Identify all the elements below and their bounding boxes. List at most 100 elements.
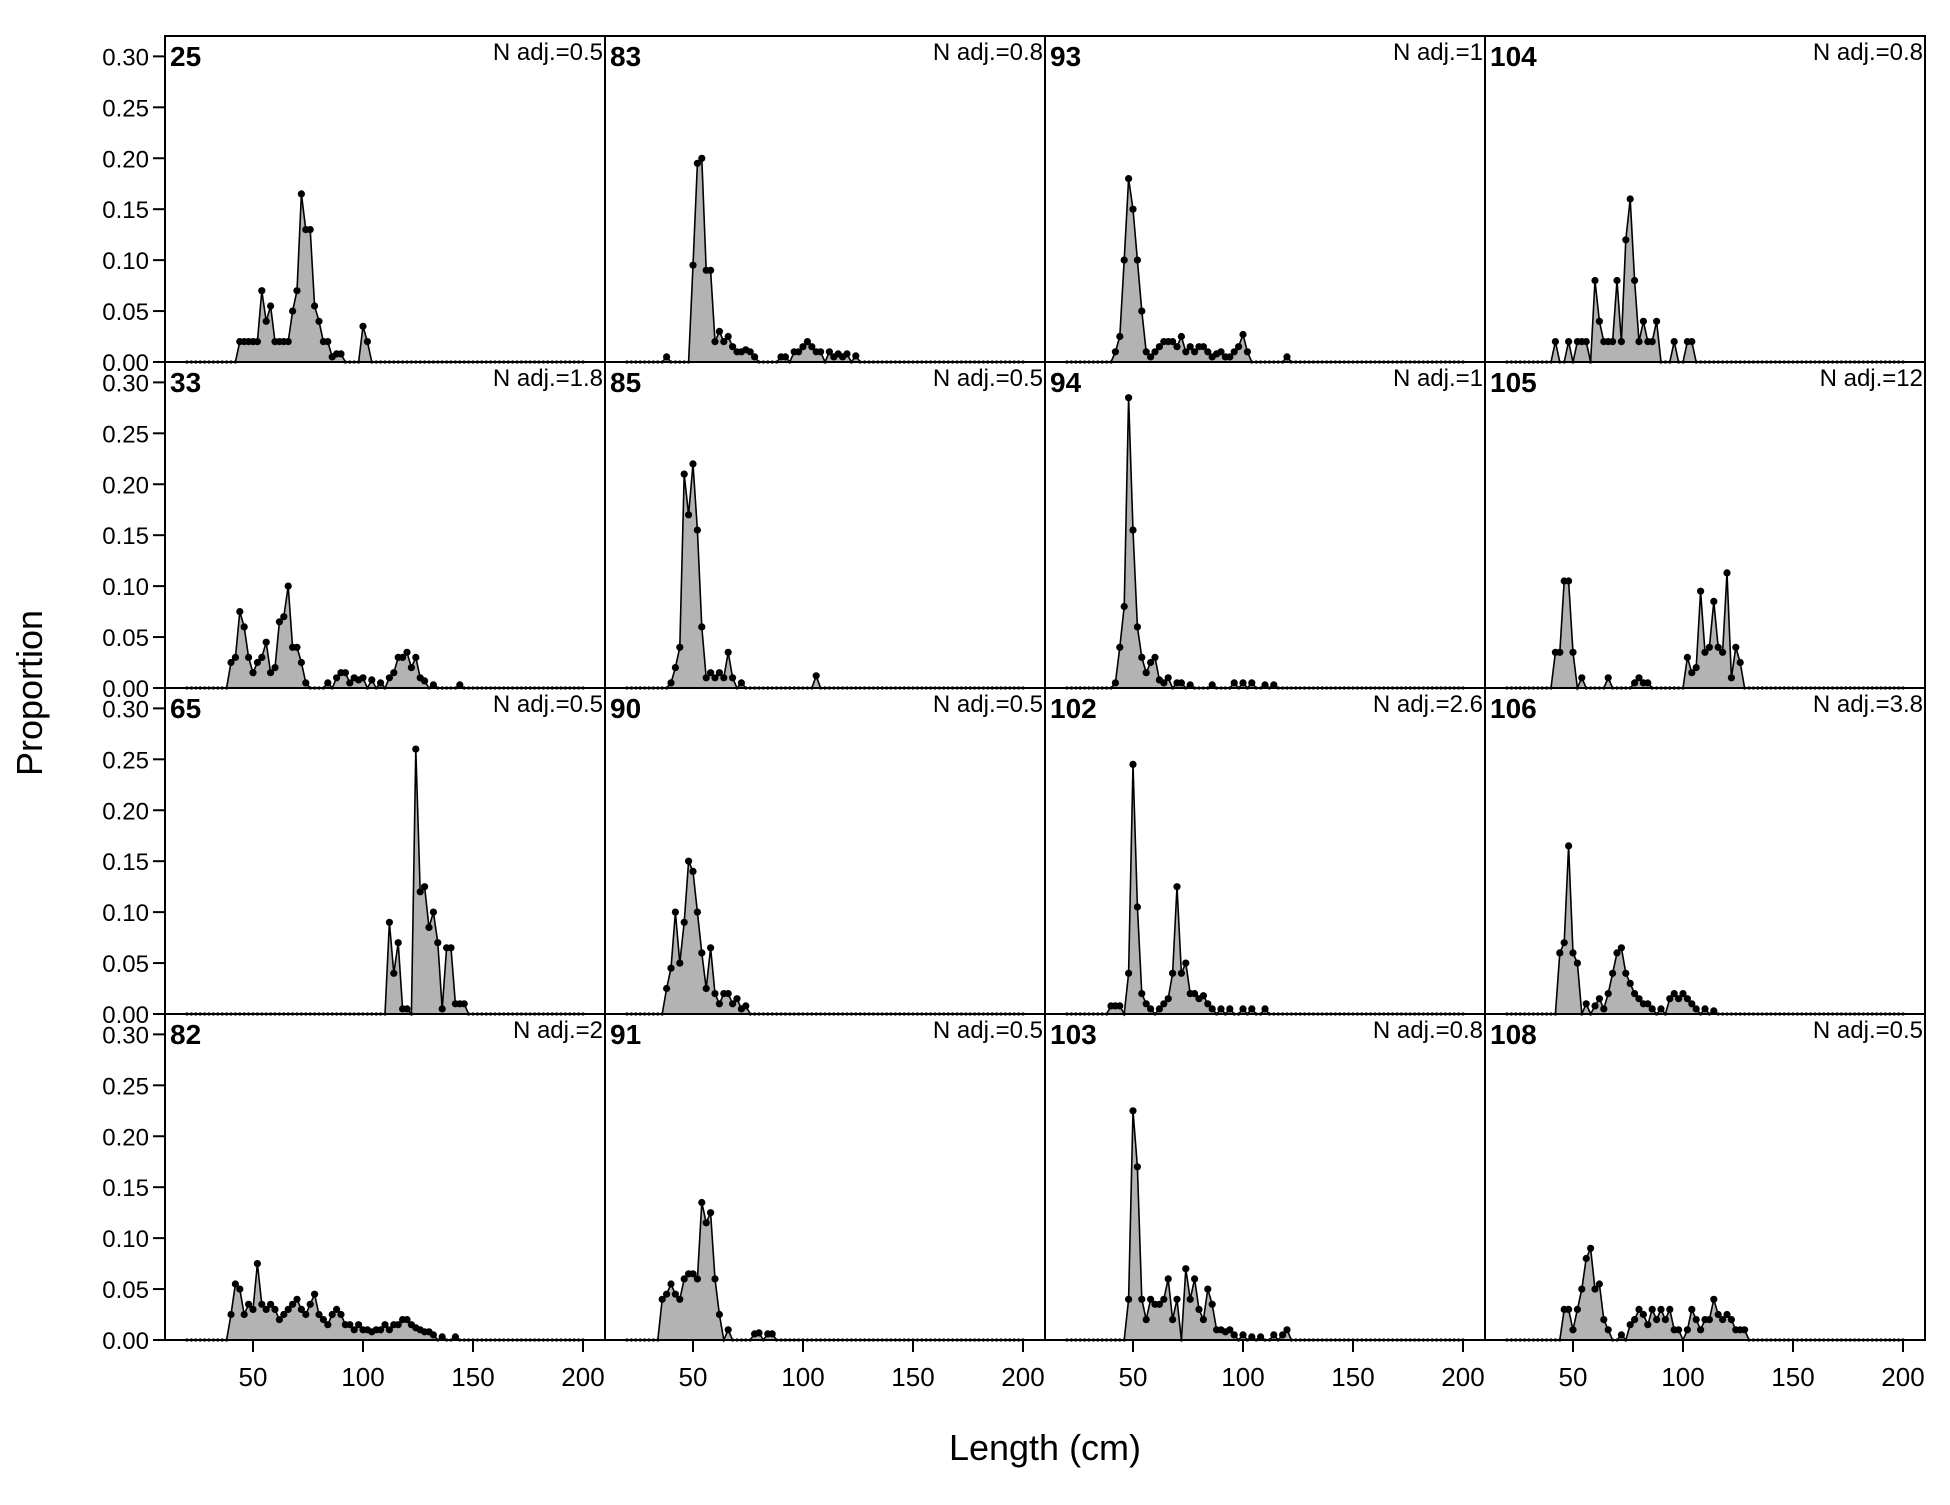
panel-n-adj-label: N adj.=3.8 — [1813, 691, 1923, 718]
panel-94-point — [1164, 674, 1172, 682]
panel-83-area — [627, 158, 1023, 362]
x-tick-label: 100 — [781, 1362, 824, 1392]
panel-106-point — [1573, 959, 1581, 967]
panel-108-area — [1507, 1248, 1903, 1340]
panel-103-point — [1204, 1285, 1212, 1293]
panel-105-point — [1692, 664, 1700, 672]
panel-94-point — [1120, 602, 1128, 611]
panel-104-point — [1565, 338, 1573, 346]
panel-93-point — [1283, 353, 1291, 361]
panel-90-point — [667, 964, 675, 972]
panel-94-point — [1186, 681, 1194, 689]
panel-82-point — [245, 1300, 253, 1308]
panel-93-point — [1138, 307, 1146, 315]
panel-104-line — [1507, 198, 1903, 363]
x-tick-label: 100 — [341, 1362, 384, 1392]
panel-104-point — [1639, 317, 1647, 325]
panel-83-point — [751, 353, 759, 361]
panel-id-label: 82 — [170, 1019, 201, 1050]
panel-n-adj-label: N adj.=0.5 — [933, 691, 1043, 718]
panel-65-point — [403, 1005, 411, 1013]
panel-103-point — [1164, 1275, 1172, 1283]
panel-90-point — [698, 949, 706, 957]
panel-105-point — [1556, 648, 1564, 656]
panel-33-point — [227, 658, 235, 667]
panel-frame — [604, 361, 1046, 689]
panel-85-point — [676, 643, 684, 651]
panel-103-point — [1279, 1331, 1287, 1339]
panel-94-point — [1208, 681, 1216, 689]
panel-82-point — [306, 1300, 314, 1308]
y-tick-label: 0.15 — [102, 1175, 149, 1202]
panel-104-point — [1648, 338, 1656, 346]
panel-106-point — [1710, 1007, 1718, 1015]
panel-108-point — [1683, 1326, 1691, 1334]
x-tick-label: 50 — [1119, 1362, 1148, 1392]
panel-108-point — [1741, 1326, 1749, 1334]
panel-85-point — [671, 664, 680, 672]
panel-108-point — [1653, 1316, 1661, 1324]
panel-82-point — [319, 1316, 327, 1324]
panel-82-point — [438, 1333, 446, 1341]
panel-82-point — [302, 1310, 310, 1319]
panel-106-point — [1560, 939, 1568, 947]
panel-82-point — [240, 1310, 248, 1319]
panel-105-point — [1705, 643, 1713, 651]
panel-106-point — [1569, 949, 1577, 957]
panel-33-point — [385, 674, 393, 682]
panel-83-point — [720, 338, 728, 346]
panel-33-point — [302, 679, 310, 687]
panel-93-point — [1173, 343, 1181, 351]
panel-25-point — [324, 338, 332, 346]
panel-102-point — [1138, 990, 1146, 998]
panel-103-point — [1155, 1300, 1163, 1308]
panel-108-point — [1595, 1280, 1603, 1288]
y-tick-label: 0.00 — [102, 1002, 149, 1029]
panel-108-point — [1661, 1316, 1669, 1324]
panel-93-point — [1169, 338, 1177, 346]
panel-106-point — [1613, 949, 1621, 957]
panel-104-point — [1609, 338, 1617, 346]
panel-91-area — [627, 1202, 1023, 1340]
panel-65-point — [421, 883, 429, 891]
panel-82-point — [275, 1316, 283, 1324]
panel-25-point — [337, 350, 345, 358]
panel-33-point — [245, 653, 253, 662]
panel-106-point — [1701, 1005, 1709, 1013]
panel-25-point — [289, 307, 297, 315]
panel-91-point — [702, 1219, 710, 1227]
panel-90-area — [627, 861, 1023, 1014]
panel-85-point — [667, 679, 675, 687]
panel-91-point — [715, 1310, 724, 1319]
y-tick-label: 0.00 — [102, 676, 149, 703]
panel-102-point — [1169, 969, 1177, 977]
panel-93-point — [1204, 348, 1212, 356]
panel-83-point — [698, 154, 706, 162]
panel-108-point — [1573, 1305, 1581, 1313]
y-tick-label: 0.25 — [102, 95, 149, 122]
panel-93-point — [1116, 332, 1124, 341]
panel-33-point — [346, 679, 354, 687]
panel-102-point — [1182, 959, 1190, 967]
panel-33-point — [284, 582, 292, 590]
panel-id-label: 25 — [170, 41, 201, 72]
panel-frame — [604, 35, 1046, 363]
panel-33-point — [258, 653, 266, 662]
panel-93-point — [1239, 330, 1247, 339]
panel-94-point — [1230, 679, 1238, 687]
x-tick-label: 150 — [1331, 1362, 1374, 1392]
panel-93-point — [1147, 353, 1155, 361]
y-tick-label: 0.20 — [102, 1124, 149, 1151]
panel-33-point — [377, 679, 385, 687]
panel-93-point — [1142, 348, 1150, 356]
panel-90-point — [724, 990, 732, 998]
panel-82-point — [271, 1305, 279, 1313]
panel-91-point — [689, 1270, 697, 1278]
panel-102-point — [1155, 1005, 1163, 1013]
panel-91-point — [676, 1295, 684, 1303]
panel-105-point — [1727, 674, 1735, 682]
panel-106-point — [1631, 990, 1639, 998]
panel-82-point — [394, 1321, 402, 1329]
panel-102-point — [1164, 995, 1172, 1003]
panel-82-point — [328, 1310, 336, 1319]
